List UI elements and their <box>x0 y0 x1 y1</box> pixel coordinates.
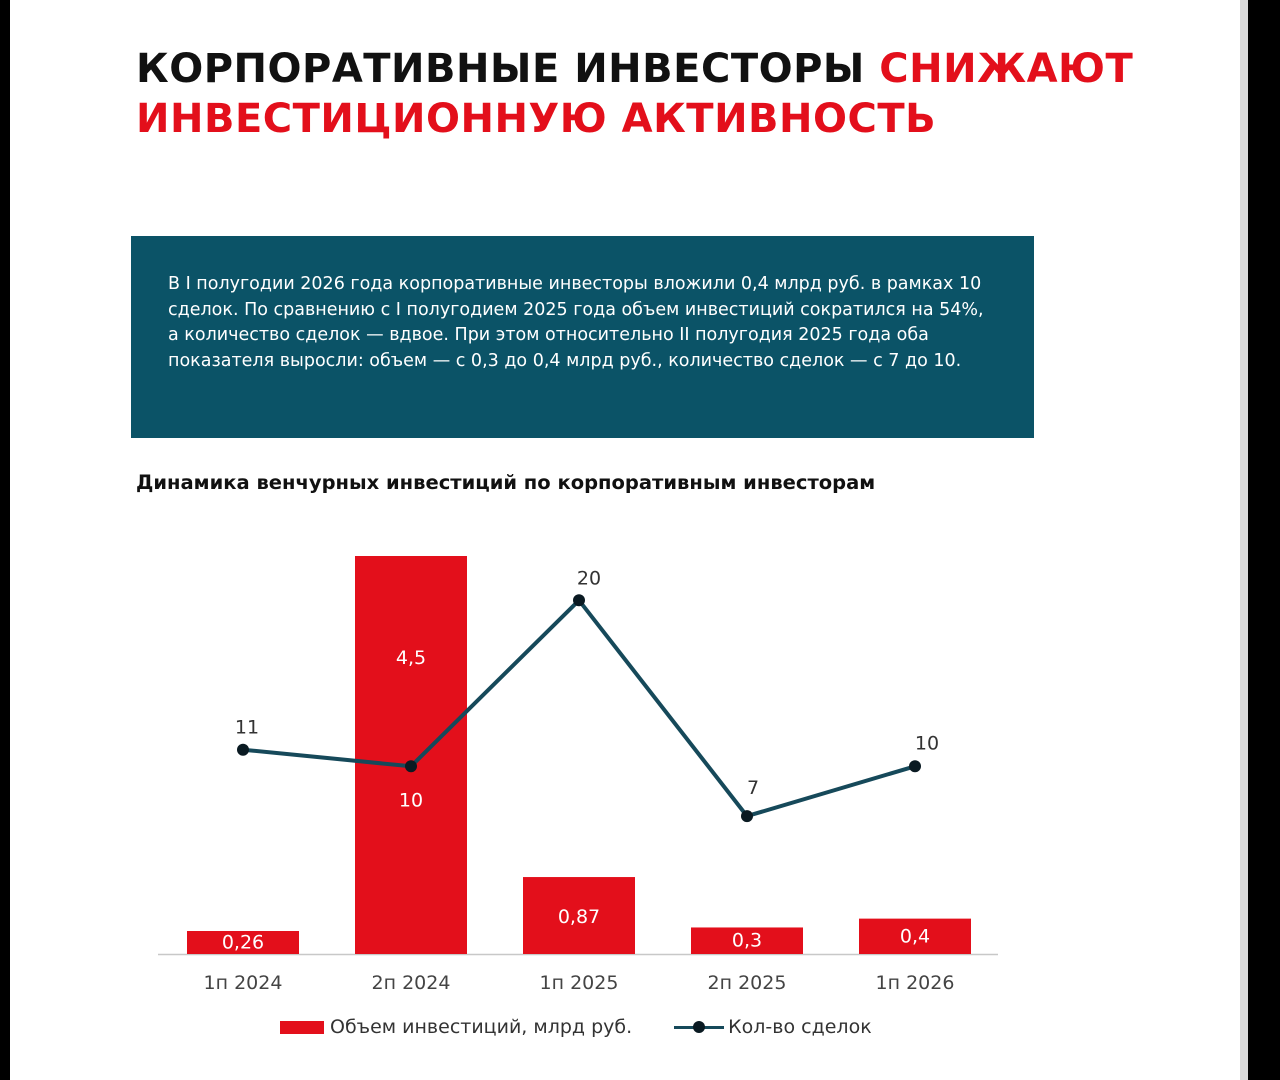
x-tick-label: 1п 2024 <box>204 972 283 994</box>
bar-volume <box>355 556 467 954</box>
line-point <box>573 594 585 607</box>
line-point <box>909 760 921 773</box>
page-title: КОРПОРАТИВНЫЕ ИНВЕСТОРЫ СНИЖАЮТ ИНВЕСТИЦ… <box>136 44 1133 144</box>
summary-text: В I полугодии 2026 года корпоративные ин… <box>168 274 984 371</box>
line-data-label: 7 <box>747 777 759 799</box>
bar-data-label: 0,4 <box>900 925 930 947</box>
bar-volume <box>859 918 971 954</box>
line-data-label: 10 <box>915 732 939 754</box>
bar-data-label: 4,5 <box>396 647 426 669</box>
summary-box: В I полугодии 2026 года корпоративные ин… <box>131 236 1034 438</box>
chart-legend: Объем инвестиций, млрд руб. Кол-во сдело… <box>280 1016 872 1038</box>
title-accent-part: СНИЖАЮТ <box>879 46 1134 92</box>
line-deals <box>242 598 916 819</box>
legend-bar-swatch <box>280 1020 324 1034</box>
title-accent-line-2: ИНВЕСТИЦИОННУЮ АКТИВНОСТЬ <box>136 96 937 142</box>
line-point <box>237 743 249 756</box>
legend-line-swatch <box>674 1020 725 1034</box>
line-data-label: 10 <box>399 789 423 811</box>
line-data-label: 20 <box>577 567 601 589</box>
bar-data-label: 0,26 <box>222 932 264 954</box>
scrollbar-track[interactable] <box>1240 0 1248 1080</box>
x-tick-label: 2п 2025 <box>708 972 787 994</box>
x-tick-label: 2п 2024 <box>372 972 451 994</box>
line-point <box>405 760 417 773</box>
x-tick-label: 1п 2025 <box>540 972 619 994</box>
bar-data-label: 0,3 <box>732 930 762 952</box>
x-tick-label: 1п 2026 <box>876 972 955 994</box>
bar-volume <box>187 931 299 954</box>
bar-volume <box>691 927 803 954</box>
title-dark-part: КОРПОРАТИВНЫЕ ИНВЕСТОРЫ <box>136 46 880 92</box>
line-data-label: 11 <box>235 717 259 739</box>
line-point <box>741 810 753 823</box>
bar-data-label: 0,87 <box>558 906 600 928</box>
legend-label-volume: Объем инвестиций, млрд руб. <box>330 1016 633 1038</box>
legend-label-deals: Кол-во сделок <box>728 1016 872 1038</box>
bar-volume <box>523 877 635 954</box>
chart-title: Динамика венчурных инвестиций по корпора… <box>136 471 876 494</box>
